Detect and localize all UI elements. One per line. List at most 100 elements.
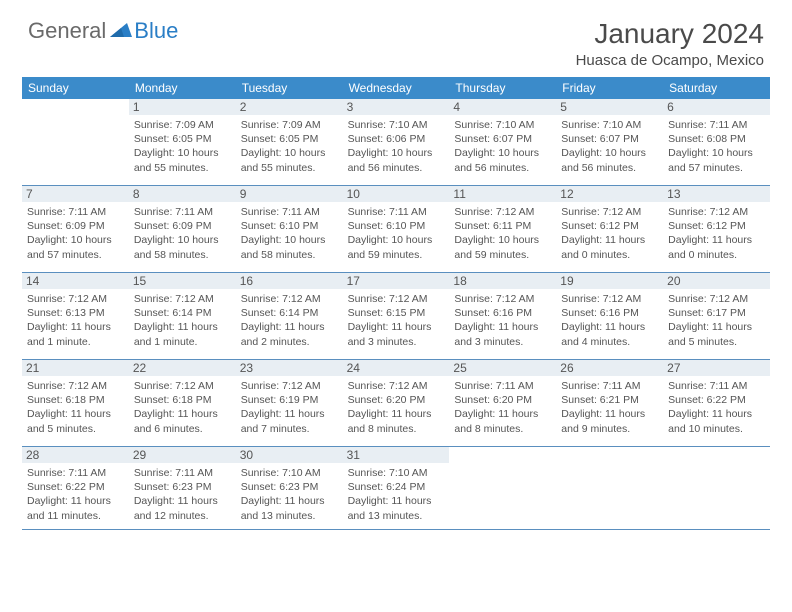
day-info: Sunrise: 7:11 AMSunset: 6:22 PMDaylight:… bbox=[27, 466, 124, 523]
day-number: 11 bbox=[449, 186, 556, 202]
calendar-cell: 30 Sunrise: 7:10 AMSunset: 6:23 PMDayligh… bbox=[236, 447, 343, 529]
logo-triangle-icon bbox=[110, 20, 132, 43]
day-info: Sunrise: 7:09 AMSunset: 6:05 PMDaylight:… bbox=[134, 118, 231, 175]
day-info: Sunrise: 7:12 AMSunset: 6:12 PMDaylight:… bbox=[668, 205, 765, 262]
logo: General Blue bbox=[28, 18, 178, 44]
day-info: Sunrise: 7:12 AMSunset: 6:12 PMDaylight:… bbox=[561, 205, 658, 262]
day-info: Sunrise: 7:11 AMSunset: 6:20 PMDaylight:… bbox=[454, 379, 551, 436]
day-info: Sunrise: 7:10 AMSunset: 6:06 PMDaylight:… bbox=[348, 118, 445, 175]
day-info: Sunrise: 7:11 AMSunset: 6:08 PMDaylight:… bbox=[668, 118, 765, 175]
day-info: Sunrise: 7:11 AMSunset: 6:22 PMDaylight:… bbox=[668, 379, 765, 436]
calendar-cell: 16Sunrise: 7:12 AMSunset: 6:14 PMDayligh… bbox=[236, 273, 343, 359]
calendar-cell: 5 Sunrise: 7:10 AMSunset: 6:07 PMDaylight… bbox=[556, 99, 663, 185]
day-number: 17 bbox=[343, 273, 450, 289]
day-number: 14 bbox=[22, 273, 129, 289]
day-info: Sunrise: 7:10 AMSunset: 6:07 PMDaylight:… bbox=[454, 118, 551, 175]
calendar-cell: 9 Sunrise: 7:11 AMSunset: 6:10 PMDaylight… bbox=[236, 186, 343, 272]
day-of-week-label: Friday bbox=[556, 77, 663, 99]
calendar-week: 21 Sunrise: 7:12 AMSunset: 6:18 PMDayligh… bbox=[22, 360, 770, 447]
day-number: 6 bbox=[663, 99, 770, 115]
calendar-cell: 6 Sunrise: 7:11 AMSunset: 6:08 PMDaylight… bbox=[663, 99, 770, 185]
day-info: Sunrise: 7:10 AMSunset: 6:24 PMDaylight:… bbox=[348, 466, 445, 523]
calendar-cell: 17 Sunrise: 7:12 AMSunset: 6:15 PMDayligh… bbox=[343, 273, 450, 359]
calendar-cell: 24 Sunrise: 7:12 AMSunset: 6:20 PMDayligh… bbox=[343, 360, 450, 446]
day-info: Sunrise: 7:11 AMSunset: 6:09 PMDaylight:… bbox=[27, 205, 124, 262]
day-info: Sunrise: 7:10 AMSunset: 6:23 PMDaylight:… bbox=[241, 466, 338, 523]
calendar-cell: 18 Sunrise: 7:12 AMSunset: 6:16 PMDayligh… bbox=[449, 273, 556, 359]
day-number: 16 bbox=[236, 273, 343, 289]
calendar-week: 7 Sunrise: 7:11 AMSunset: 6:09 PMDaylight… bbox=[22, 186, 770, 273]
day-number: 21 bbox=[22, 360, 129, 376]
day-info: Sunrise: 7:11 AMSunset: 6:21 PMDaylight:… bbox=[561, 379, 658, 436]
day-number: 20 bbox=[663, 273, 770, 289]
day-info: Sunrise: 7:12 AMSunset: 6:18 PMDaylight:… bbox=[27, 379, 124, 436]
day-info: Sunrise: 7:11 AMSunset: 6:23 PMDaylight:… bbox=[134, 466, 231, 523]
calendar-cell: 12 Sunrise: 7:12 AMSunset: 6:12 PMDayligh… bbox=[556, 186, 663, 272]
day-number: 9 bbox=[236, 186, 343, 202]
location-subtitle: Huasca de Ocampo, Mexico bbox=[576, 52, 764, 69]
day-number: 12 bbox=[556, 186, 663, 202]
day-info: Sunrise: 7:12 AMSunset: 6:16 PMDaylight:… bbox=[454, 292, 551, 349]
day-number: 1 bbox=[129, 99, 236, 115]
day-number: 8 bbox=[129, 186, 236, 202]
calendar-week: 28Sunrise: 7:11 AMSunset: 6:22 PMDayligh… bbox=[22, 447, 770, 530]
day-number: 13 bbox=[663, 186, 770, 202]
calendar: SundayMondayTuesdayWednesdayThursdayFrid… bbox=[0, 77, 792, 530]
page-title: January 2024 bbox=[576, 18, 764, 50]
day-info: Sunrise: 7:12 AMSunset: 6:15 PMDaylight:… bbox=[348, 292, 445, 349]
calendar-cell: 28Sunrise: 7:11 AMSunset: 6:22 PMDayligh… bbox=[22, 447, 129, 529]
day-number: 26 bbox=[556, 360, 663, 376]
day-number: 22 bbox=[129, 360, 236, 376]
day-number: 31 bbox=[343, 447, 450, 463]
logo-text-general: General bbox=[28, 18, 106, 44]
day-info: Sunrise: 7:11 AMSunset: 6:10 PMDaylight:… bbox=[241, 205, 338, 262]
calendar-body: . 1 Sunrise: 7:09 AMSunset: 6:05 PMDayligh… bbox=[22, 99, 770, 530]
calendar-cell: . bbox=[663, 447, 770, 529]
title-block: January 2024 Huasca de Ocampo, Mexico bbox=[576, 18, 764, 69]
day-number: 3 bbox=[343, 99, 450, 115]
calendar-cell: 26 Sunrise: 7:11 AMSunset: 6:21 PMDayligh… bbox=[556, 360, 663, 446]
day-number: 2 bbox=[236, 99, 343, 115]
calendar-cell: 22 Sunrise: 7:12 AMSunset: 6:18 PMDayligh… bbox=[129, 360, 236, 446]
day-number: 10 bbox=[343, 186, 450, 202]
calendar-cell: . bbox=[556, 447, 663, 529]
header: General Blue January 2024 Huasca de Ocam… bbox=[0, 0, 792, 77]
calendar-cell: 2Sunrise: 7:09 AMSunset: 6:05 PMDaylight… bbox=[236, 99, 343, 185]
day-number: 23 bbox=[236, 360, 343, 376]
calendar-cell: 29Sunrise: 7:11 AMSunset: 6:23 PMDayligh… bbox=[129, 447, 236, 529]
day-number: 4 bbox=[449, 99, 556, 115]
day-info: Sunrise: 7:12 AMSunset: 6:16 PMDaylight:… bbox=[561, 292, 658, 349]
calendar-cell: 20 Sunrise: 7:12 AMSunset: 6:17 PMDayligh… bbox=[663, 273, 770, 359]
day-number: 24 bbox=[343, 360, 450, 376]
day-info: Sunrise: 7:12 AMSunset: 6:20 PMDaylight:… bbox=[348, 379, 445, 436]
day-number: 15 bbox=[129, 273, 236, 289]
day-of-week-label: Wednesday bbox=[343, 77, 450, 99]
calendar-cell: 27 Sunrise: 7:11 AMSunset: 6:22 PMDayligh… bbox=[663, 360, 770, 446]
calendar-cell: 31 Sunrise: 7:10 AMSunset: 6:24 PMDayligh… bbox=[343, 447, 450, 529]
day-number: 7 bbox=[22, 186, 129, 202]
day-number: 5 bbox=[556, 99, 663, 115]
calendar-cell: 8 Sunrise: 7:11 AMSunset: 6:09 PMDaylight… bbox=[129, 186, 236, 272]
logo-text-blue: Blue bbox=[134, 18, 178, 44]
calendar-cell: 3 Sunrise: 7:10 AMSunset: 6:06 PMDaylight… bbox=[343, 99, 450, 185]
day-info: Sunrise: 7:11 AMSunset: 6:10 PMDaylight:… bbox=[348, 205, 445, 262]
calendar-cell: 1 Sunrise: 7:09 AMSunset: 6:05 PMDaylight… bbox=[129, 99, 236, 185]
day-info: Sunrise: 7:12 AMSunset: 6:18 PMDaylight:… bbox=[134, 379, 231, 436]
day-of-week-header: SundayMondayTuesdayWednesdayThursdayFrid… bbox=[22, 77, 770, 99]
calendar-cell: 13 Sunrise: 7:12 AMSunset: 6:12 PMDayligh… bbox=[663, 186, 770, 272]
calendar-cell: 15Sunrise: 7:12 AMSunset: 6:14 PMDayligh… bbox=[129, 273, 236, 359]
day-info: Sunrise: 7:12 AMSunset: 6:17 PMDaylight:… bbox=[668, 292, 765, 349]
day-number: 18 bbox=[449, 273, 556, 289]
calendar-week: .1Sunrise: 7:09 AMSunset: 6:05 PMDayligh… bbox=[22, 99, 770, 186]
day-number: 25 bbox=[449, 360, 556, 376]
day-info: Sunrise: 7:10 AMSunset: 6:07 PMDaylight:… bbox=[561, 118, 658, 175]
day-of-week-label: Tuesday bbox=[236, 77, 343, 99]
day-number: 27 bbox=[663, 360, 770, 376]
calendar-cell: 14 Sunrise: 7:12 AMSunset: 6:13 PMDayligh… bbox=[22, 273, 129, 359]
calendar-week: 14 Sunrise: 7:12 AMSunset: 6:13 PMDayligh… bbox=[22, 273, 770, 360]
day-number: 30 bbox=[236, 447, 343, 463]
calendar-cell: 11Sunrise: 7:12 AMSunset: 6:11 PMDayligh… bbox=[449, 186, 556, 272]
day-of-week-label: Thursday bbox=[449, 77, 556, 99]
day-info: Sunrise: 7:11 AMSunset: 6:09 PMDaylight:… bbox=[134, 205, 231, 262]
day-info: Sunrise: 7:12 AMSunset: 6:13 PMDaylight:… bbox=[27, 292, 124, 349]
